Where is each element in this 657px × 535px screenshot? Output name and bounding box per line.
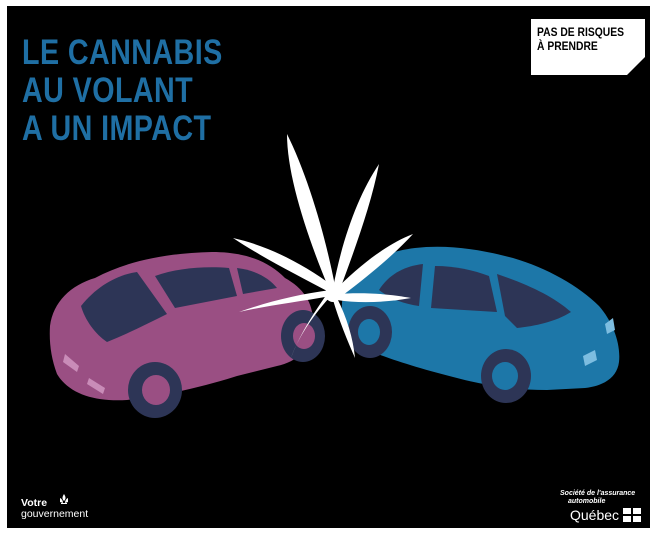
government-logo-line-1: Votre (21, 497, 48, 509)
saaq-logo: Société de l'assurance automobile Québec (560, 490, 648, 522)
right-car-headlight (583, 350, 597, 366)
headline-line-2: AU VOLANT (22, 71, 194, 110)
quebec-flag-icon (623, 508, 641, 522)
campaign-poster: LE CANNABIS AU VOLANT A UN IMPACT PAS DE… (7, 6, 650, 528)
tag-line-2: À PRENDRE (537, 39, 598, 53)
tag-line-1: PAS DE RISQUES (537, 25, 624, 39)
right-car-side-window (431, 266, 497, 312)
saaq-name-line-1: Société de l'assurance (560, 490, 636, 497)
left-car-headlight (63, 354, 79, 372)
government-logo-line-2: gouvernement (21, 508, 89, 520)
right-car-windshield (497, 274, 571, 328)
left-car-rear-window (237, 268, 277, 294)
headline-line-1: LE CANNABIS (22, 33, 223, 72)
saaq-name-line-2: automobile (568, 498, 606, 505)
slogan-tag-shape (531, 19, 645, 75)
headline: LE CANNABIS AU VOLANT A UN IMPACT (22, 34, 223, 148)
crash-illustration (49, 134, 620, 418)
headline-line-3: A UN IMPACT (22, 109, 212, 148)
right-car (341, 246, 620, 403)
left-car (49, 252, 325, 418)
slogan-tag: PAS DE RISQUES À PRENDRE (529, 17, 647, 76)
government-logo: Votre gouvernement (21, 494, 89, 520)
left-car-windshield (81, 272, 167, 342)
quebec-wordmark: Québec (570, 507, 620, 523)
left-car-side-window (155, 267, 237, 308)
fleur-de-lis-icon (60, 494, 68, 504)
cannabis-leaf-icon (233, 134, 413, 358)
